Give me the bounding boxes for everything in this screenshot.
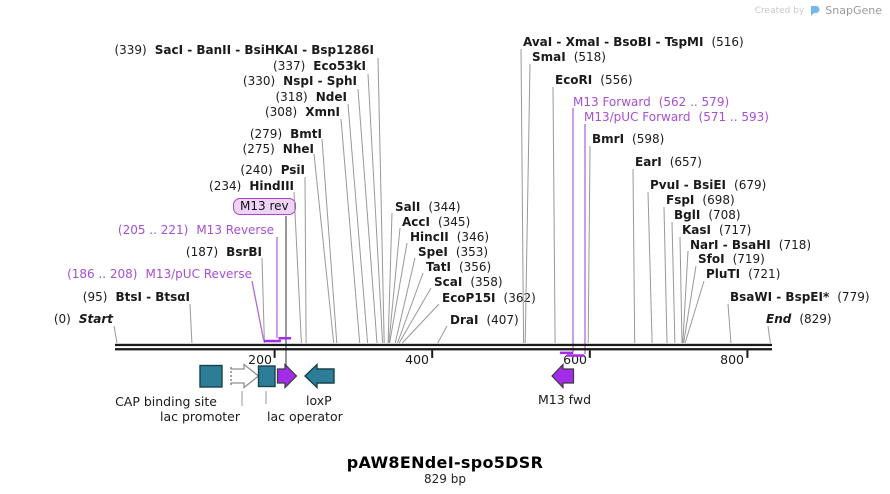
feature-lac-operator[interactable] (257, 365, 276, 388)
site-label[interactable]: (330) NspI - SphI (242, 74, 357, 88)
site-label[interactable]: SalI (344) (395, 200, 461, 214)
primer-label[interactable]: M13/pUC Forward (571 .. 593) (584, 110, 769, 124)
site-label[interactable]: SfoI (719) (698, 252, 765, 266)
site-label[interactable]: AvaI - XmaI - BsoBI - TspMI (516) (523, 35, 744, 49)
axis-tick-label: 200 (248, 352, 272, 367)
site-label[interactable]: BmrI (598) (592, 132, 665, 146)
site-label[interactable]: EarI (657) (635, 155, 702, 169)
site-label[interactable]: (240) PsiI (240, 163, 305, 177)
axis-tick-marks (273, 350, 749, 358)
plasmid-length: 829 bp (424, 472, 466, 486)
site-label[interactable]: (95) BtsI - BtsαI (82, 290, 190, 304)
site-label[interactable]: EcoRI (556) (555, 73, 633, 87)
site-label[interactable]: (187) BsrBI (185, 245, 262, 259)
primer-label[interactable]: (205 .. 221) M13 Reverse (117, 223, 274, 237)
axis-tick-label: 400 (405, 352, 429, 367)
plasmid-title: pAW8ENdeI-spo5DSR (346, 453, 544, 472)
site-label[interactable]: (308) XmnI (264, 105, 340, 119)
credit-prefix: Created by (754, 5, 805, 16)
m13-rev-primer-tag[interactable]: M13 rev (233, 198, 296, 215)
snapgene-logo-icon (811, 5, 820, 16)
site-label[interactable]: (279) BmtI (249, 127, 322, 141)
site-label[interactable]: FspI (698) (666, 193, 735, 207)
primer-label[interactable]: M13 Forward (562 .. 579) (573, 95, 730, 109)
site-label[interactable]: NarI - BsaHI (718) (690, 238, 812, 252)
primer-bar-m13-reverse (278, 337, 292, 340)
site-label[interactable]: PluTI (721) (706, 267, 781, 281)
site-label[interactable]: SmaI (518) (532, 50, 606, 64)
primer-bar-m13-puc-reverse (263, 339, 281, 343)
feature-lac-promoter[interactable] (230, 364, 259, 388)
feature-m13-rev-arrow[interactable] (276, 363, 298, 389)
site-label[interactable]: (318) NdeI (275, 90, 347, 104)
site-label[interactable]: SpeI (353) (418, 245, 489, 259)
site-label[interactable]: (339) SacI - BanII - BsiHKAI - Bsp1286I (114, 43, 374, 57)
axis-tick-label: 800 (720, 352, 744, 367)
site-label[interactable]: TatI (356) (426, 260, 492, 274)
site-label[interactable]: (337) Eco53kI (273, 59, 366, 73)
lac-promoter-outline (230, 363, 260, 389)
site-label[interactable]: (275) NheI (242, 142, 314, 156)
axis-tick-label: 600 (563, 352, 587, 367)
feature-label-cap-binding-site[interactable]: CAP binding site (115, 394, 217, 409)
site-label[interactable]: PvuI - BsiEI (679) (650, 178, 767, 192)
feature-loxp-arrow[interactable] (303, 362, 335, 390)
site-label[interactable]: EcoP15I (362) (442, 291, 536, 305)
site-label[interactable]: KasI (717) (682, 223, 752, 237)
feature-cap-binding-site[interactable] (199, 364, 223, 388)
site-label[interactable]: ScaI (358) (434, 275, 503, 289)
credit-brand: SnapGene (825, 4, 882, 17)
snapgene-credit: Created by SnapGene (755, 4, 882, 17)
sequence-line (115, 343, 772, 351)
primer-label[interactable]: (186 .. 208) M13/pUC Reverse (67, 267, 252, 281)
site-label[interactable]: BsaWI - BspEI* (779) (730, 290, 870, 304)
feature-label-lac-operator[interactable]: lac operator (267, 409, 343, 424)
map-start-label: (0) Start (53, 312, 113, 326)
callout-lines-features (241, 391, 267, 406)
map-end-label: End (829) (766, 312, 832, 326)
site-label[interactable]: (234) HindIII (209, 179, 294, 193)
site-label[interactable]: AccI (345) (402, 215, 471, 229)
feature-m13-fwd-arrow[interactable] (551, 363, 575, 389)
site-label[interactable]: BglI (708) (674, 208, 741, 222)
feature-label-m13-fwd[interactable]: M13 fwd (538, 392, 592, 407)
feature-label-loxp[interactable]: loxP (306, 393, 332, 408)
site-label[interactable]: HincII (346) (410, 230, 490, 244)
site-label[interactable]: DraI (407) (450, 313, 519, 327)
feature-label-lac-promoter[interactable]: lac promoter (160, 409, 240, 424)
